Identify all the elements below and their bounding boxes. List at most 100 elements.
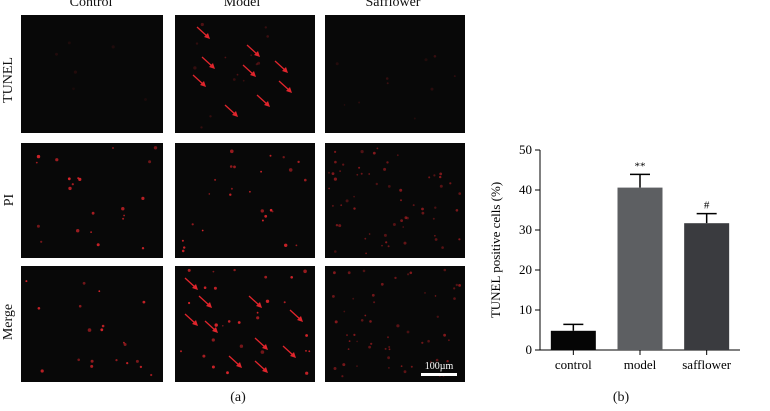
cell-dot xyxy=(82,281,86,285)
cell-dot xyxy=(226,371,229,375)
arrow-head xyxy=(262,367,268,373)
panel-pi-safflower xyxy=(325,143,465,258)
cell-dot xyxy=(365,252,367,255)
cell-dot xyxy=(441,246,444,249)
cell-dot xyxy=(421,341,424,344)
cell-dot xyxy=(433,174,436,177)
cell-dot xyxy=(387,185,391,188)
cell-dot xyxy=(90,364,94,368)
cell-dot xyxy=(360,172,363,175)
cell-dot xyxy=(368,345,371,349)
cell-dot xyxy=(331,172,335,175)
cell-dot xyxy=(36,224,40,228)
cell-dot xyxy=(180,350,182,353)
cell-dot xyxy=(135,359,139,363)
cell-dot xyxy=(364,237,367,240)
cell-dot xyxy=(304,178,307,182)
cell-dot xyxy=(409,271,413,275)
cell-dot xyxy=(434,235,436,237)
cell-dot xyxy=(346,334,348,337)
cell-dot xyxy=(264,275,268,279)
cell-dot xyxy=(233,165,236,169)
cell-dot xyxy=(123,343,127,346)
cell-dot xyxy=(332,295,335,298)
cell-dot xyxy=(255,63,258,66)
cell-dot xyxy=(458,238,461,241)
cell-dot xyxy=(368,233,371,235)
cell-dot xyxy=(353,207,356,210)
cell-dot xyxy=(211,338,215,342)
cell-dot xyxy=(111,45,115,49)
cell-dot xyxy=(434,295,437,297)
cell-dot xyxy=(123,341,125,344)
cell-dot xyxy=(371,293,375,297)
cell-dot xyxy=(101,324,105,328)
cell-dot xyxy=(73,70,77,74)
cell-dot xyxy=(67,177,71,181)
cell-dot xyxy=(342,163,345,166)
row-label-tunel: TUNEL xyxy=(1,57,16,103)
cell-dot xyxy=(55,158,59,162)
cell-dot xyxy=(122,217,125,220)
cell-dot xyxy=(403,370,407,374)
panel-pi-model xyxy=(175,143,315,258)
panel-pi-control xyxy=(21,143,163,258)
cell-dot xyxy=(282,156,285,159)
cell-dot xyxy=(407,273,410,276)
cell-dot xyxy=(424,292,426,294)
cell-dot xyxy=(453,287,456,290)
cell-dot xyxy=(305,334,308,337)
merge-control-image xyxy=(25,280,153,377)
cell-dot xyxy=(126,362,129,365)
cell-dot xyxy=(193,66,197,70)
cell-dot xyxy=(335,224,339,227)
cell-dot xyxy=(380,282,384,286)
arrow-head xyxy=(232,111,238,117)
cell-dot xyxy=(148,160,152,164)
column-label-model: Model xyxy=(223,0,261,10)
cell-dot xyxy=(443,268,447,272)
arrow-head xyxy=(209,63,215,69)
cell-dot xyxy=(40,240,43,243)
cell-dot xyxy=(305,371,309,375)
cell-dot xyxy=(385,77,389,80)
cell-dot xyxy=(436,315,439,318)
cell-dot xyxy=(96,243,100,247)
cell-dot xyxy=(181,239,184,242)
cell-dot xyxy=(203,286,207,289)
cell-dot xyxy=(449,182,452,185)
cell-dot xyxy=(433,55,437,58)
cell-dot xyxy=(230,187,233,190)
cell-dot xyxy=(269,208,273,212)
cell-dot xyxy=(77,177,80,180)
cell-dot xyxy=(410,365,413,368)
y-tick-label: 10 xyxy=(519,302,532,317)
cell-dot xyxy=(37,307,41,310)
cell-dot xyxy=(25,280,28,283)
y-tick-label: 30 xyxy=(519,222,532,237)
cell-dot xyxy=(353,195,355,198)
cell-dot xyxy=(376,147,379,150)
arrow-head xyxy=(262,344,268,350)
cell-dot xyxy=(308,350,311,353)
cell-dot xyxy=(412,204,415,207)
cell-dot xyxy=(91,211,95,215)
cell-dot xyxy=(334,320,338,324)
cell-dot xyxy=(434,206,437,209)
cell-dot xyxy=(264,214,268,218)
cell-dot xyxy=(188,301,191,305)
cell-dot xyxy=(222,325,224,327)
cell-dot xyxy=(439,184,443,188)
cell-dot xyxy=(358,166,361,169)
cell-dot xyxy=(386,161,389,164)
cell-dot xyxy=(343,104,346,106)
bar-safflower xyxy=(684,223,730,350)
cell-dot xyxy=(343,310,346,313)
cell-dot xyxy=(384,347,387,350)
cell-dot xyxy=(400,199,402,202)
cell-dot xyxy=(195,42,199,45)
cell-dot xyxy=(295,244,298,247)
cell-dot xyxy=(181,249,185,253)
cell-dot xyxy=(383,167,387,171)
cell-dot xyxy=(386,82,389,85)
